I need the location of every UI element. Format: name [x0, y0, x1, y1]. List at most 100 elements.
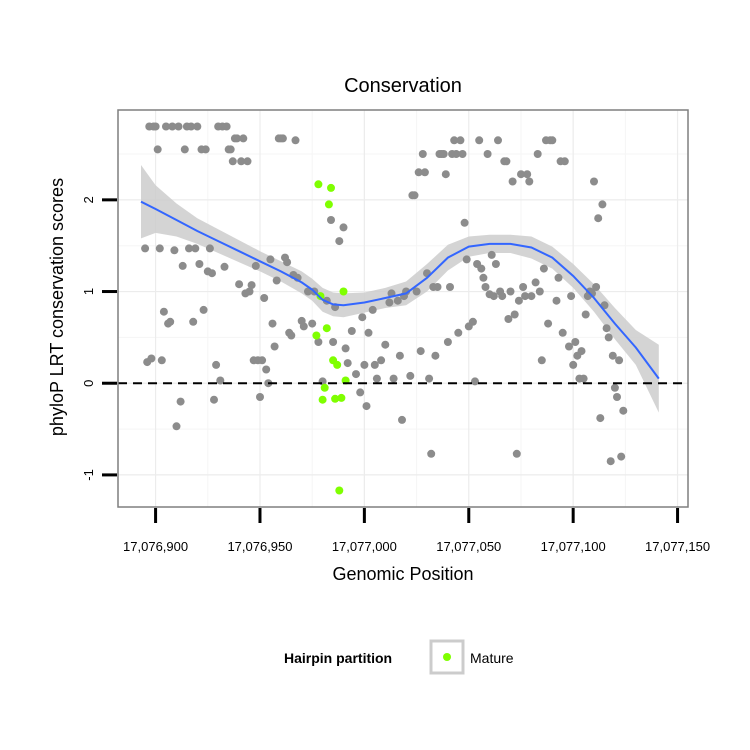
point-other [535, 287, 544, 296]
panel-border [117, 109, 689, 508]
point-mature [327, 183, 335, 192]
point-other [512, 449, 521, 458]
point-other [458, 150, 467, 158]
point-other [327, 216, 335, 224]
point-mature [339, 287, 348, 296]
point-other [191, 244, 200, 253]
point-other [494, 136, 502, 145]
x-tick-label: 17,076,900 [123, 539, 188, 554]
point-other [212, 360, 221, 369]
point-other [548, 136, 557, 145]
point-other [343, 359, 352, 368]
point-other [372, 374, 381, 383]
point-other [608, 351, 617, 360]
point-other [266, 255, 275, 264]
point-other [256, 393, 264, 401]
point-mature [316, 292, 325, 301]
other-points [141, 122, 628, 466]
point-other [141, 244, 150, 253]
point-other [210, 395, 218, 404]
point-other [504, 315, 513, 323]
point-other [205, 244, 214, 253]
point-other [602, 324, 611, 333]
point-other [314, 338, 323, 346]
point-other [416, 347, 425, 356]
point-other [260, 294, 269, 302]
y-tick-label: -1 [81, 469, 96, 481]
y-tick-label: 1 [81, 288, 96, 295]
point-other [262, 365, 271, 374]
point-other [456, 136, 465, 145]
point-other [172, 422, 181, 431]
point-other [308, 319, 317, 328]
point-other [446, 283, 454, 291]
point-other [278, 134, 287, 143]
point-other [527, 292, 536, 301]
point-other [358, 313, 367, 322]
point-other [199, 305, 208, 314]
point-other [525, 177, 534, 186]
point-other [398, 415, 406, 424]
point-other [598, 200, 607, 209]
point-mature [324, 200, 333, 209]
point-other [151, 122, 160, 131]
y-axis: -1 0 1 2 [81, 196, 117, 481]
point-other [195, 260, 204, 268]
point-other [592, 283, 601, 291]
point-other [498, 292, 507, 301]
point-other [270, 342, 279, 351]
point-other [544, 319, 553, 328]
point-other [519, 283, 528, 291]
point-other [235, 280, 244, 289]
point-other [558, 328, 567, 337]
point-other [454, 328, 463, 337]
point-other [368, 305, 377, 314]
point-other [510, 310, 519, 319]
point-other [364, 328, 373, 337]
point-other [237, 157, 246, 166]
y-tick-label: 0 [81, 380, 96, 387]
point-other [619, 406, 628, 415]
point-other [389, 374, 398, 383]
point-other [433, 283, 442, 291]
point-other [370, 360, 379, 369]
x-axis: 17,076,900 17,076,950 17,077,000 17,077,050… [123, 508, 710, 554]
legend-title: Hairpin partition [284, 650, 392, 666]
legend-key-mature-dot [443, 653, 451, 661]
point-other [166, 317, 175, 326]
point-mature [320, 383, 329, 392]
point-other [579, 374, 588, 383]
point-other [228, 157, 237, 166]
point-other [287, 331, 296, 340]
point-other [552, 296, 561, 305]
point-other [475, 136, 484, 145]
point-other [452, 150, 461, 158]
point-other [347, 327, 356, 335]
point-other [341, 344, 350, 353]
point-other [477, 264, 486, 273]
point-other [180, 145, 189, 154]
x-tick-label: 17,077,150 [645, 539, 710, 554]
point-other [170, 246, 179, 255]
point-other [360, 360, 369, 369]
point-other [385, 298, 394, 307]
point-other [222, 122, 231, 131]
point-other [247, 281, 256, 290]
mature-points [312, 180, 350, 495]
point-other [487, 250, 496, 259]
point-other [615, 356, 624, 365]
point-other [554, 273, 563, 282]
point-other [283, 258, 292, 267]
point-mature [335, 486, 344, 495]
point-other [272, 276, 281, 285]
point-other [610, 383, 619, 392]
point-other [418, 150, 427, 158]
point-other [460, 218, 469, 227]
point-other [362, 402, 371, 411]
point-other [395, 351, 404, 360]
point-other [339, 223, 348, 232]
x-tick-label: 17,077,100 [541, 539, 606, 554]
point-other [523, 170, 532, 179]
point-other [239, 134, 248, 143]
